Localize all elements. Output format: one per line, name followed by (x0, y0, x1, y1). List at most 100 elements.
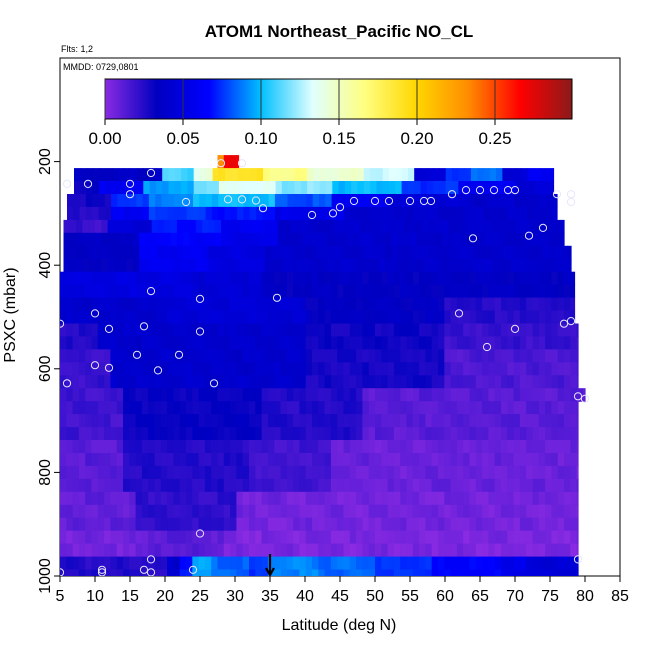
heatmap-cell (419, 465, 426, 480)
heatmap-cell (242, 491, 250, 506)
heatmap-cell (529, 258, 537, 273)
heatmap-cell (393, 362, 401, 376)
heatmap-cell (375, 336, 382, 350)
heatmap-cell (132, 219, 140, 234)
heatmap-cell (381, 414, 389, 428)
heatmap-cell (343, 349, 351, 363)
heatmap-cell (337, 414, 345, 428)
heatmap-cell (277, 245, 285, 260)
heatmap-cell (233, 232, 241, 247)
heatmap-cell (343, 297, 351, 312)
heatmap-cell (85, 556, 93, 571)
heatmap-cell (192, 517, 200, 532)
heatmap-cell (375, 414, 382, 428)
heatmap-cell (539, 194, 547, 208)
heatmap-cell (187, 181, 195, 195)
heatmap-cell (252, 258, 260, 273)
heatmap-cell (91, 427, 99, 441)
heatmap-cell (204, 478, 212, 493)
heatmap-cell (469, 414, 477, 428)
heatmap-cell (381, 427, 389, 441)
heatmap-cell (526, 401, 534, 415)
heatmap-cell (554, 219, 562, 234)
heatmap-cell (186, 530, 193, 545)
heatmap-cell (199, 194, 207, 208)
heatmap-cell (173, 310, 181, 324)
heatmap-cell (261, 362, 269, 376)
heatmap-cell (162, 181, 170, 195)
heatmap-cell (526, 453, 534, 467)
heatmap-cell (91, 388, 99, 402)
heatmap-cell (116, 453, 124, 467)
heatmap-cell (135, 465, 143, 480)
heatmap-cell (267, 543, 275, 558)
heatmap-cell (482, 297, 489, 312)
heatmap-cell (460, 258, 468, 273)
heatmap-cell (66, 478, 74, 493)
heatmap-cell (519, 271, 527, 286)
heatmap-cell (387, 388, 395, 402)
heatmap-cell (192, 427, 200, 441)
heatmap-cell (456, 414, 464, 428)
heatmap-cell (482, 517, 489, 532)
heatmap-cell (337, 375, 345, 389)
heatmap-cell (274, 194, 282, 208)
heatmap-cell (548, 219, 556, 234)
heatmap-cell (501, 453, 508, 467)
heatmap-cell (538, 310, 546, 324)
heatmap-cell (494, 427, 502, 441)
heatmap-cell (510, 219, 518, 234)
heatmap-cell (256, 206, 263, 221)
heatmap-cell (286, 453, 294, 467)
heatmap-cell (318, 517, 326, 532)
heatmap-cell (91, 517, 99, 532)
heatmap-cell (148, 284, 156, 299)
heatmap-cell (513, 504, 521, 519)
heatmap-cell (488, 517, 496, 532)
heatmap-cell (337, 271, 345, 286)
heatmap-cell (160, 440, 168, 454)
x-tick-label: 80 (576, 588, 594, 605)
heatmap-cell (305, 453, 313, 467)
heatmap-cell (280, 375, 288, 389)
heatmap-cell (576, 401, 579, 415)
heatmap-cell (141, 530, 149, 545)
heatmap-cell (494, 414, 502, 428)
heatmap-cell (447, 245, 455, 260)
heatmap-cell (538, 556, 546, 571)
heatmap-cell (318, 375, 326, 389)
heatmap-cell (557, 530, 565, 545)
heatmap-cell (425, 427, 433, 441)
heatmap-cell (217, 362, 225, 376)
heatmap-cell (466, 245, 474, 260)
heatmap-cell (507, 517, 515, 532)
heatmap-cell (237, 206, 244, 221)
heatmap-cell (139, 258, 146, 273)
heatmap-cell (538, 349, 546, 363)
heatmap-cell (387, 310, 395, 324)
heatmap-cell (129, 465, 137, 480)
heatmap-cell (299, 440, 307, 454)
flight-point (426, 196, 436, 206)
heatmap-cell (456, 530, 464, 545)
heatmap-cell (299, 478, 307, 493)
heatmap-cell (393, 440, 401, 454)
heatmap-cell (488, 569, 496, 576)
heatmap-cell (167, 427, 174, 441)
heatmap-cell (349, 517, 357, 532)
heatmap-cell (78, 414, 86, 428)
heatmap-cell (507, 491, 515, 506)
heatmap-cell (349, 556, 357, 571)
heatmap-cell (123, 375, 130, 389)
heatmap-cell (356, 530, 363, 545)
heatmap-cell (116, 401, 124, 415)
heatmap-cell (538, 414, 546, 428)
heatmap-cell (267, 336, 275, 350)
heatmap-cell (426, 168, 434, 182)
heatmap-cell (368, 310, 376, 324)
heatmap-cell (91, 414, 99, 428)
heatmap-cell (456, 297, 464, 312)
heatmap-cell (318, 414, 326, 428)
heatmap-cell (204, 336, 212, 350)
heatmap-cell (161, 194, 169, 208)
